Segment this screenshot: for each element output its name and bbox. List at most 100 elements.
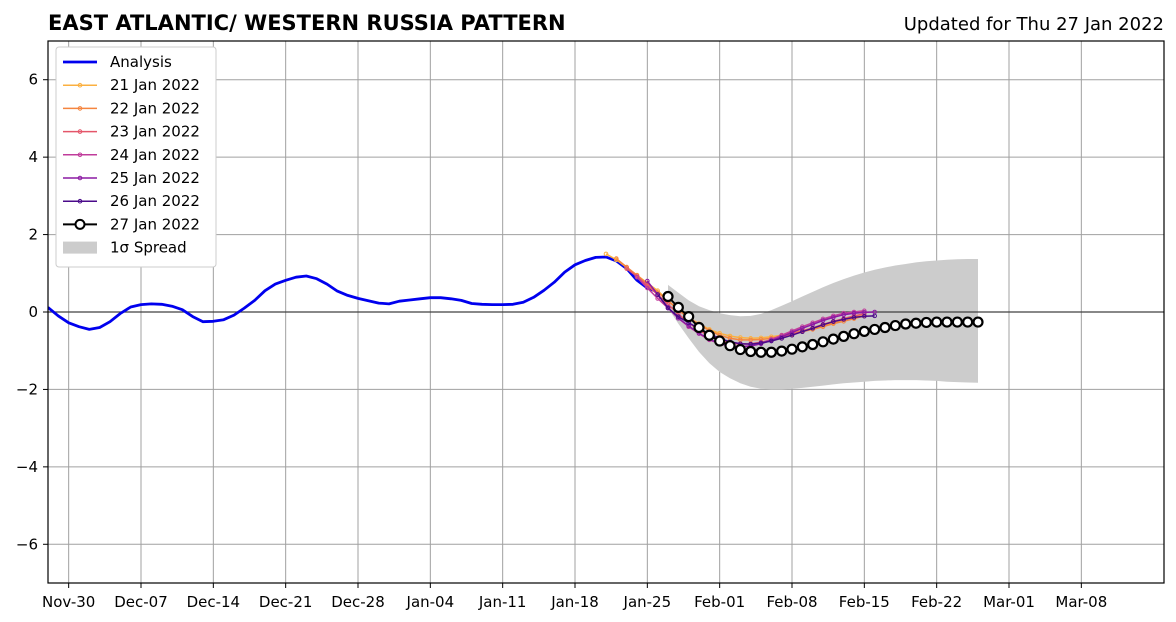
forecast-point: [655, 292, 660, 297]
y-tick-label: 2: [28, 226, 38, 244]
x-tick-label: Dec-14: [187, 593, 241, 611]
y-tick-label: 4: [28, 148, 38, 166]
legend-label: 26 Jan 2022: [110, 192, 200, 210]
forecast-point: [851, 310, 857, 316]
forecast-point: [841, 312, 846, 318]
chart-legend: Analysis 21 Jan 2022 22 Jan 2022 23 Jan 202…: [55, 46, 217, 268]
x-tick-label: Jan-18: [550, 593, 599, 611]
y-tick-label: −2: [16, 380, 38, 398]
forecast-point: [962, 316, 974, 328]
forecast-point: [879, 321, 891, 334]
legend-label: 25 Jan 2022: [110, 169, 200, 187]
plot-area: −6 −4 −2 0 2 4 6 Nov-30 Dec-07 Dec-14 Dec-21 Dec-28…: [16, 40, 1165, 611]
forecast-point: [872, 313, 877, 319]
legend-label: 23 Jan 2022: [110, 123, 200, 141]
y-tick-label: 6: [28, 71, 38, 89]
forecast-point: [683, 311, 695, 323]
x-tick-label: Jan-11: [478, 593, 527, 611]
forecast-point: [851, 315, 857, 320]
forecast-point: [941, 316, 953, 328]
x-tick-label: Feb-01: [694, 593, 745, 611]
forecast-point: [972, 316, 984, 328]
forecast-point: [714, 335, 726, 347]
forecast-point: [831, 315, 836, 320]
legend-label: 1σ Spread: [110, 239, 187, 257]
forecast-point: [820, 322, 826, 328]
x-tick-label: Mar-01: [983, 593, 1035, 611]
forecast-point: [900, 318, 912, 330]
forecast-point: [951, 316, 963, 328]
forecast-point: [672, 301, 684, 313]
forecast-point: [776, 345, 788, 357]
forecast-point: [758, 340, 764, 346]
forecast-point: [645, 278, 650, 284]
forecast-point: [869, 323, 881, 336]
forecast-point: [889, 319, 901, 332]
forecast-point: [703, 329, 715, 341]
forecast-point: [645, 285, 650, 291]
y-tick-label: 0: [28, 303, 38, 321]
forecast-point: [755, 346, 767, 358]
forecast-point: [693, 321, 705, 334]
forecast-point: [614, 256, 619, 261]
x-tick-label: Jan-25: [623, 593, 672, 611]
forecast-point: [931, 316, 943, 328]
forecast-point: [624, 266, 629, 271]
legend-label: 21 Jan 2022: [110, 76, 200, 94]
y-tick-label: −4: [16, 458, 38, 476]
forecast-point: [920, 316, 932, 329]
forecast-point: [676, 314, 681, 319]
forecast-point: [779, 336, 784, 341]
y-tick-label: −6: [16, 535, 38, 553]
plot-series: [48, 251, 1164, 390]
forecast-point: [800, 329, 805, 335]
forecast-point: [603, 251, 609, 257]
legend-box: [55, 46, 217, 268]
x-tick-label: Feb-15: [839, 593, 890, 611]
forecast-point: [789, 332, 795, 338]
forecast-point: [817, 336, 829, 348]
analysis-line: [48, 255, 659, 331]
chart-subtitle: Updated for Thu 27 Jan 2022: [904, 14, 1164, 35]
forecast-point: [665, 305, 671, 311]
x-tick-label: Jan-04: [406, 593, 455, 611]
forecast-point: [820, 318, 826, 323]
forecast-point: [765, 346, 777, 358]
legend-swatch-marker: [77, 106, 83, 111]
legend-swatch-marker: [77, 175, 83, 181]
legend-swatch-marker: [77, 198, 83, 204]
forecast-point: [786, 343, 798, 355]
x-tick-label: Mar-08: [1055, 593, 1107, 611]
forecast-point: [789, 330, 795, 335]
chart-title: EAST ATLANTIC/ WESTERN RUSSIA PATTERN: [48, 11, 566, 35]
forecast-point: [796, 341, 808, 353]
legend-label: 24 Jan 2022: [110, 146, 200, 164]
forecast-point: [769, 338, 774, 344]
x-tick-label: Nov-30: [42, 593, 95, 611]
x-tick-label: Dec-21: [259, 593, 313, 611]
legend-swatch-marker: [77, 129, 83, 134]
legend-swatch-spread: [63, 241, 97, 254]
forecast-point: [807, 338, 819, 351]
legend-swatch-marker: [77, 152, 83, 158]
forecast-point: [848, 328, 860, 340]
forecast-point: [862, 313, 867, 319]
legend-label: 22 Jan 2022: [110, 99, 200, 117]
forecast-point: [634, 274, 640, 280]
forecast-point: [662, 290, 674, 303]
forecast-point: [841, 317, 846, 322]
forecast-point: [810, 325, 815, 331]
legend-label: 27 Jan 2022: [110, 215, 200, 233]
x-tick-label: Dec-28: [331, 593, 385, 611]
forecast-point: [838, 330, 850, 342]
forecast-point: [745, 345, 757, 358]
forecast-point: [858, 325, 870, 337]
forecast-point: [686, 323, 691, 329]
forecast-point: [827, 333, 839, 345]
x-tick-label: Dec-07: [114, 593, 168, 611]
forecast-point: [910, 317, 922, 329]
legend-swatch-marker: [74, 218, 86, 230]
forecast-point: [724, 340, 736, 352]
x-tick-label: Feb-22: [911, 593, 962, 611]
